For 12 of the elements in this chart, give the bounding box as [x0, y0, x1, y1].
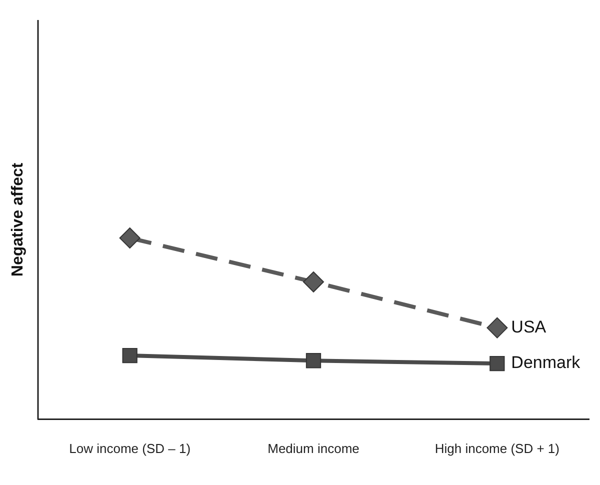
point	[122, 348, 138, 364]
point	[490, 356, 505, 372]
series-label: Denmark	[511, 353, 581, 372]
x-tick-label: Low income (SD – 1)	[69, 440, 191, 456]
x-tick-label: Medium income	[268, 440, 360, 456]
y-axis-title: Negative affect	[9, 162, 26, 277]
point	[486, 317, 508, 338]
point	[306, 353, 322, 368]
point	[303, 271, 324, 292]
series-label: USA	[511, 317, 547, 336]
point	[119, 228, 140, 248]
x-tick-label: High income (SD + 1)	[434, 440, 560, 456]
